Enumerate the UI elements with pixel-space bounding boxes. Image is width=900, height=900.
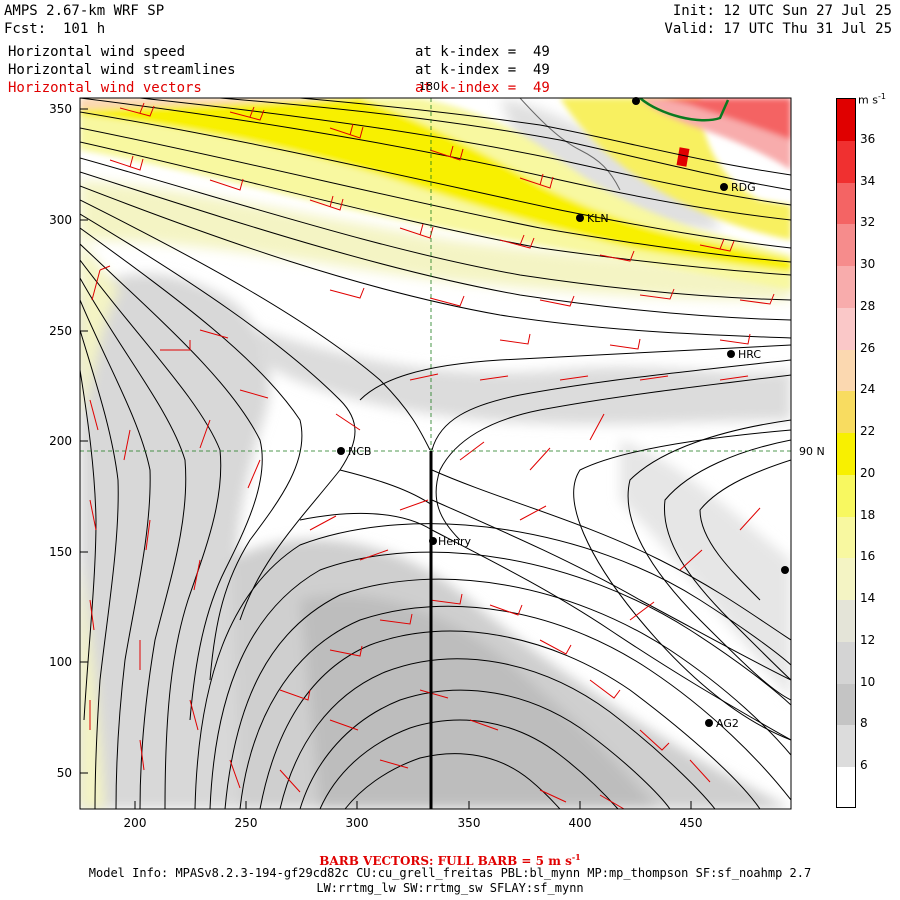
colorbar-tick-label: 14	[860, 591, 876, 606]
colorbar-unit: m s-1	[858, 92, 886, 107]
forecast-hour: Fcst: 101 h	[4, 21, 106, 37]
colorbar-tick-label: 18	[860, 507, 876, 522]
station-hrc-marker	[727, 350, 735, 358]
axis-ticks	[80, 108, 692, 809]
colorbar-segment	[837, 307, 855, 351]
field-vectors: Horizontal wind vectors	[8, 80, 202, 96]
station-markers	[337, 97, 789, 727]
field-wind-speed: Horizontal wind speed	[8, 44, 186, 60]
field-vectors-level: at k-index = 49	[415, 80, 550, 96]
colorbar-segment	[837, 99, 855, 142]
station-ag2-label: AG2	[716, 717, 739, 730]
station-rdg-marker	[720, 183, 728, 191]
station-ncb-label: NCB	[348, 445, 371, 458]
colorbar-segment	[837, 767, 855, 807]
colorbar-tick-label: 12	[860, 632, 876, 647]
colorbar-tick-label: 24	[860, 382, 876, 397]
wind-speed-shading	[80, 98, 791, 809]
colorbar-segment	[837, 558, 855, 602]
x-tick-350: 350	[457, 816, 481, 830]
colorbar-segment	[837, 140, 855, 184]
colorbar-tick-label: 28	[860, 298, 876, 313]
init-time: Init: 12 UTC Sun 27 Jul 25	[672, 3, 892, 19]
x-tick-300: 300	[345, 816, 369, 830]
colorbar	[836, 98, 856, 808]
latitude-label: 90 N	[799, 445, 825, 458]
colorbar-tick-label: 10	[860, 674, 876, 689]
y-tick-250: 250	[49, 324, 72, 338]
colorbar-tick-label: 22	[860, 424, 876, 439]
model-title: AMPS 2.67-km WRF SP	[4, 3, 165, 19]
y-tick-100: 100	[49, 655, 72, 669]
station-kln-label: KLN	[587, 212, 609, 225]
field-wind-speed-level: at k-index = 49	[415, 44, 550, 60]
x-tick-250: 250	[234, 816, 258, 830]
physics-info: LW:rrtmg_lw SW:rrtmg_sw SFLAY:sf_mynn	[316, 881, 584, 895]
station-kln-marker	[576, 214, 584, 222]
colorbar-segment	[837, 725, 855, 769]
colorbar-tick-label: 8	[860, 716, 868, 731]
plot-frame	[79, 97, 792, 810]
colorbar-segment	[837, 516, 855, 560]
colorbar-segment	[837, 391, 855, 435]
colorbar-tick-label: 30	[860, 257, 876, 272]
y-tick-200: 200	[49, 434, 72, 448]
streamlines	[80, 98, 791, 809]
y-tick-300: 300	[49, 213, 72, 227]
x-tick-450: 450	[679, 816, 703, 830]
field-streamlines-level: at k-index = 49	[415, 62, 550, 78]
colorbar-segment	[837, 224, 855, 268]
x-tick-200: 200	[123, 816, 147, 830]
station-henry-marker	[429, 537, 437, 545]
barb-legend: BARB VECTORS: FULL BARB = 5 m s-1	[319, 852, 581, 868]
station-rdg-label: RDG	[731, 181, 756, 194]
x-tick-400: 400	[568, 816, 592, 830]
colorbar-tick-label: 6	[860, 758, 868, 773]
wind-barbs	[89, 102, 775, 809]
colorbar-tick-label: 34	[860, 173, 876, 188]
meridian-label: 180	[419, 80, 440, 93]
colorbar-segment	[837, 474, 855, 518]
colorbar-tick-label: 26	[860, 340, 876, 355]
colorbar-tick-label: 20	[860, 465, 876, 480]
station-right-marker	[781, 566, 789, 574]
colorbar-segment	[837, 433, 855, 476]
station-ag2-marker	[705, 719, 713, 727]
colorbar-tick-label: 16	[860, 549, 876, 564]
valid-time: Valid: 17 UTC Thu 31 Jul 25	[664, 21, 892, 37]
station-top-marker	[632, 97, 640, 105]
field-streamlines: Horizontal wind streamlines	[8, 62, 236, 78]
colorbar-segment	[837, 266, 855, 309]
colorbar-segment	[837, 182, 855, 226]
y-tick-350: 350	[49, 102, 72, 116]
y-tick-150: 150	[49, 545, 72, 559]
colorbar-segment	[837, 600, 855, 643]
station-henry-label: Henry	[438, 535, 472, 548]
station-hrc-label: HRC	[738, 348, 761, 361]
colorbar-segment	[837, 683, 855, 727]
colorbar-tick-label: 36	[860, 131, 876, 146]
model-info: Model Info: MPASv8.2.3-194-gf29cd82c CU:…	[88, 866, 812, 880]
y-tick-50: 50	[56, 766, 72, 780]
colorbar-segment	[837, 349, 855, 393]
station-ncb-marker	[337, 447, 345, 455]
colorbar-segment	[837, 641, 855, 685]
colorbar-tick-label: 32	[860, 215, 876, 230]
